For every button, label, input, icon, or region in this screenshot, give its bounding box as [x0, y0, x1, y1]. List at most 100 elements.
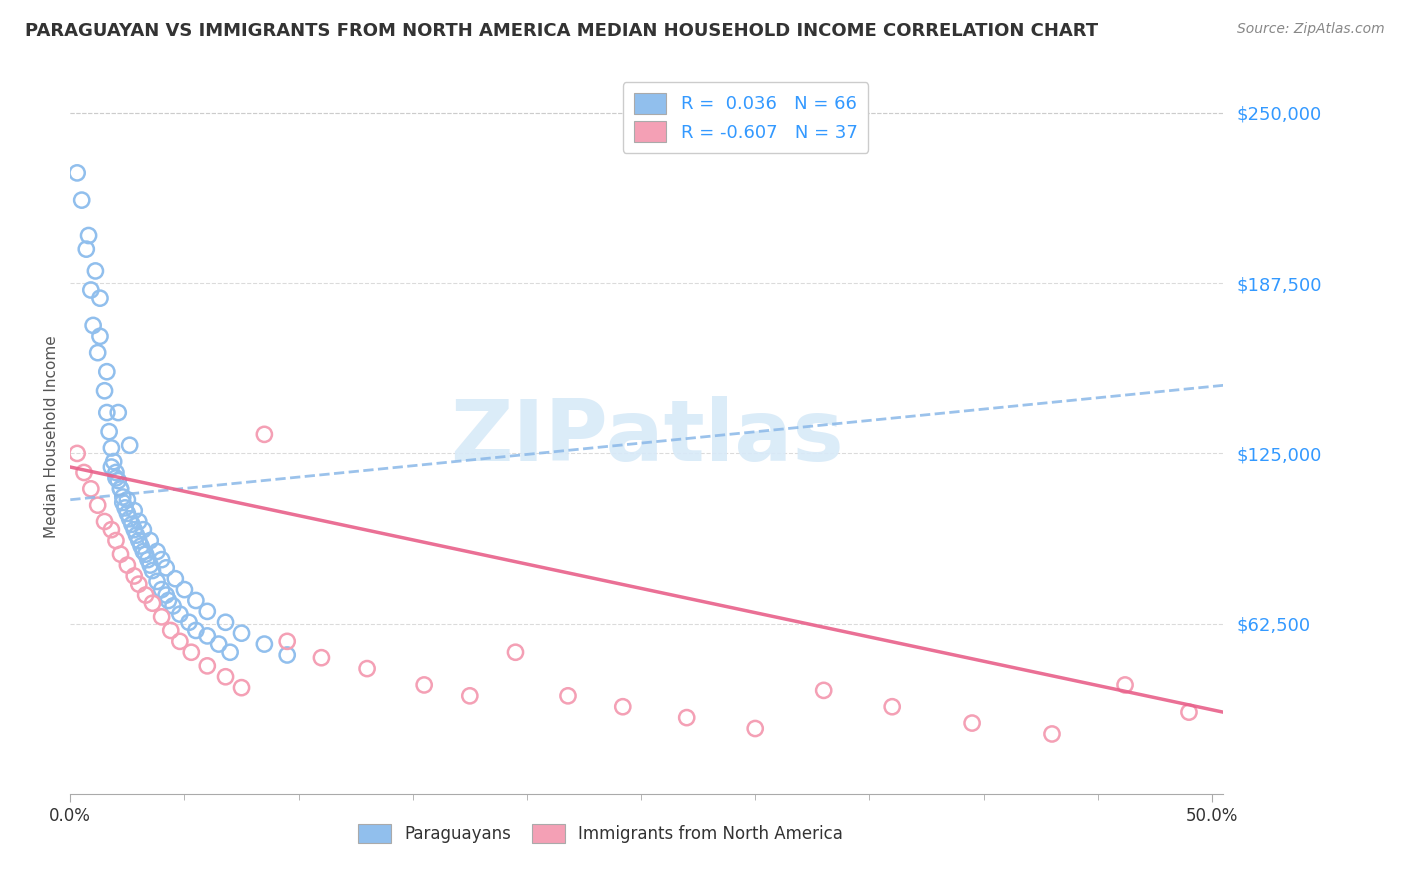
Point	[675, 711, 697, 725]
Point	[150, 610, 173, 624]
Point	[744, 722, 766, 736]
Point	[231, 681, 253, 695]
Point	[128, 577, 150, 591]
Point	[173, 582, 195, 597]
Point	[100, 523, 122, 537]
Point	[169, 634, 191, 648]
Point	[177, 615, 200, 630]
Point	[458, 689, 481, 703]
Point	[231, 626, 253, 640]
Point	[110, 482, 132, 496]
Point	[505, 645, 527, 659]
Point	[86, 498, 108, 512]
Point	[86, 345, 108, 359]
Point	[118, 512, 141, 526]
Point	[150, 552, 173, 566]
Point	[129, 539, 152, 553]
Point	[89, 329, 111, 343]
Point	[98, 425, 121, 439]
Point	[84, 264, 107, 278]
Point	[96, 406, 118, 420]
Point	[122, 503, 145, 517]
Point	[135, 547, 157, 561]
Point	[169, 607, 191, 621]
Point	[104, 471, 127, 485]
Point	[146, 544, 169, 558]
Point	[150, 582, 173, 597]
Point	[195, 658, 218, 673]
Point	[253, 427, 276, 442]
Point	[122, 523, 145, 537]
Point	[1114, 678, 1136, 692]
Point	[276, 634, 298, 648]
Point	[184, 593, 207, 607]
Point	[128, 515, 150, 529]
Point	[139, 533, 162, 548]
Point	[110, 547, 132, 561]
Point	[121, 517, 143, 532]
Point	[180, 645, 202, 659]
Text: PARAGUAYAN VS IMMIGRANTS FROM NORTH AMERICA MEDIAN HOUSEHOLD INCOME CORRELATION : PARAGUAYAN VS IMMIGRANTS FROM NORTH AMER…	[25, 22, 1098, 40]
Point	[117, 506, 139, 520]
Point	[111, 495, 134, 509]
Point	[132, 523, 155, 537]
Point	[77, 228, 100, 243]
Point	[107, 474, 129, 488]
Point	[82, 318, 104, 333]
Point	[214, 670, 236, 684]
Legend: Paraguayans, Immigrants from North America: Paraguayans, Immigrants from North Ameri…	[352, 817, 849, 850]
Point	[104, 466, 127, 480]
Point	[75, 242, 97, 256]
Point	[813, 683, 835, 698]
Point	[80, 283, 103, 297]
Point	[157, 593, 180, 607]
Point	[139, 558, 162, 573]
Point	[111, 490, 134, 504]
Point	[1040, 727, 1063, 741]
Point	[73, 466, 96, 480]
Point	[214, 615, 236, 630]
Point	[70, 193, 93, 207]
Point	[155, 588, 177, 602]
Point	[356, 662, 378, 676]
Point	[165, 572, 187, 586]
Point	[141, 596, 163, 610]
Point	[960, 716, 983, 731]
Point	[184, 624, 207, 638]
Point	[413, 678, 436, 692]
Point	[159, 624, 181, 638]
Point	[93, 515, 115, 529]
Point	[155, 561, 177, 575]
Point	[117, 558, 139, 573]
Point	[136, 552, 159, 566]
Point	[110, 482, 132, 496]
Point	[80, 482, 103, 496]
Point	[219, 645, 242, 659]
Point	[104, 533, 127, 548]
Point	[66, 446, 89, 460]
Point	[132, 544, 155, 558]
Point	[117, 492, 139, 507]
Point	[100, 460, 122, 475]
Point	[118, 438, 141, 452]
Point	[195, 604, 218, 618]
Point	[146, 574, 169, 589]
Point	[557, 689, 579, 703]
Point	[208, 637, 231, 651]
Point	[122, 569, 145, 583]
Point	[103, 454, 125, 468]
Point	[100, 441, 122, 455]
Point	[195, 629, 218, 643]
Point	[96, 365, 118, 379]
Point	[253, 637, 276, 651]
Point	[311, 650, 333, 665]
Point	[89, 291, 111, 305]
Point	[1178, 705, 1201, 719]
Point	[125, 528, 148, 542]
Text: Source: ZipAtlas.com: Source: ZipAtlas.com	[1237, 22, 1385, 37]
Point	[114, 500, 136, 515]
Point	[276, 648, 298, 662]
Y-axis label: Median Household Income: Median Household Income	[44, 335, 59, 539]
Point	[882, 699, 904, 714]
Point	[135, 588, 157, 602]
